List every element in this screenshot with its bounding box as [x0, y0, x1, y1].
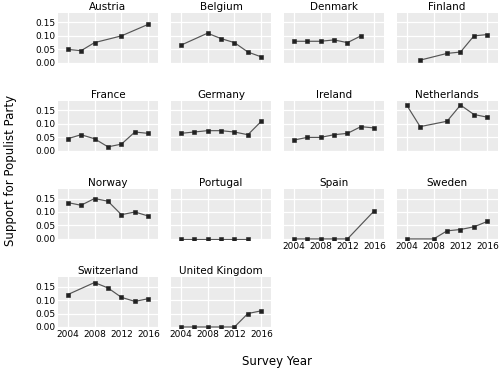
- Title: Norway: Norway: [88, 178, 128, 188]
- Title: United Kingdom: United Kingdom: [179, 266, 263, 276]
- Title: Portugal: Portugal: [200, 178, 242, 188]
- Title: Finland: Finland: [428, 1, 466, 12]
- Title: Ireland: Ireland: [316, 89, 352, 99]
- Title: Switzerland: Switzerland: [78, 266, 138, 276]
- Title: Denmark: Denmark: [310, 1, 358, 12]
- Title: Germany: Germany: [197, 89, 245, 99]
- Title: Sweden: Sweden: [426, 178, 468, 188]
- Text: Survey Year: Survey Year: [242, 355, 312, 368]
- Title: Austria: Austria: [90, 1, 126, 12]
- Title: France: France: [90, 89, 126, 99]
- Title: Belgium: Belgium: [200, 1, 242, 12]
- Text: Support for Populist Party: Support for Populist Party: [4, 95, 18, 246]
- Title: Spain: Spain: [320, 178, 348, 188]
- Title: Netherlands: Netherlands: [415, 89, 479, 99]
